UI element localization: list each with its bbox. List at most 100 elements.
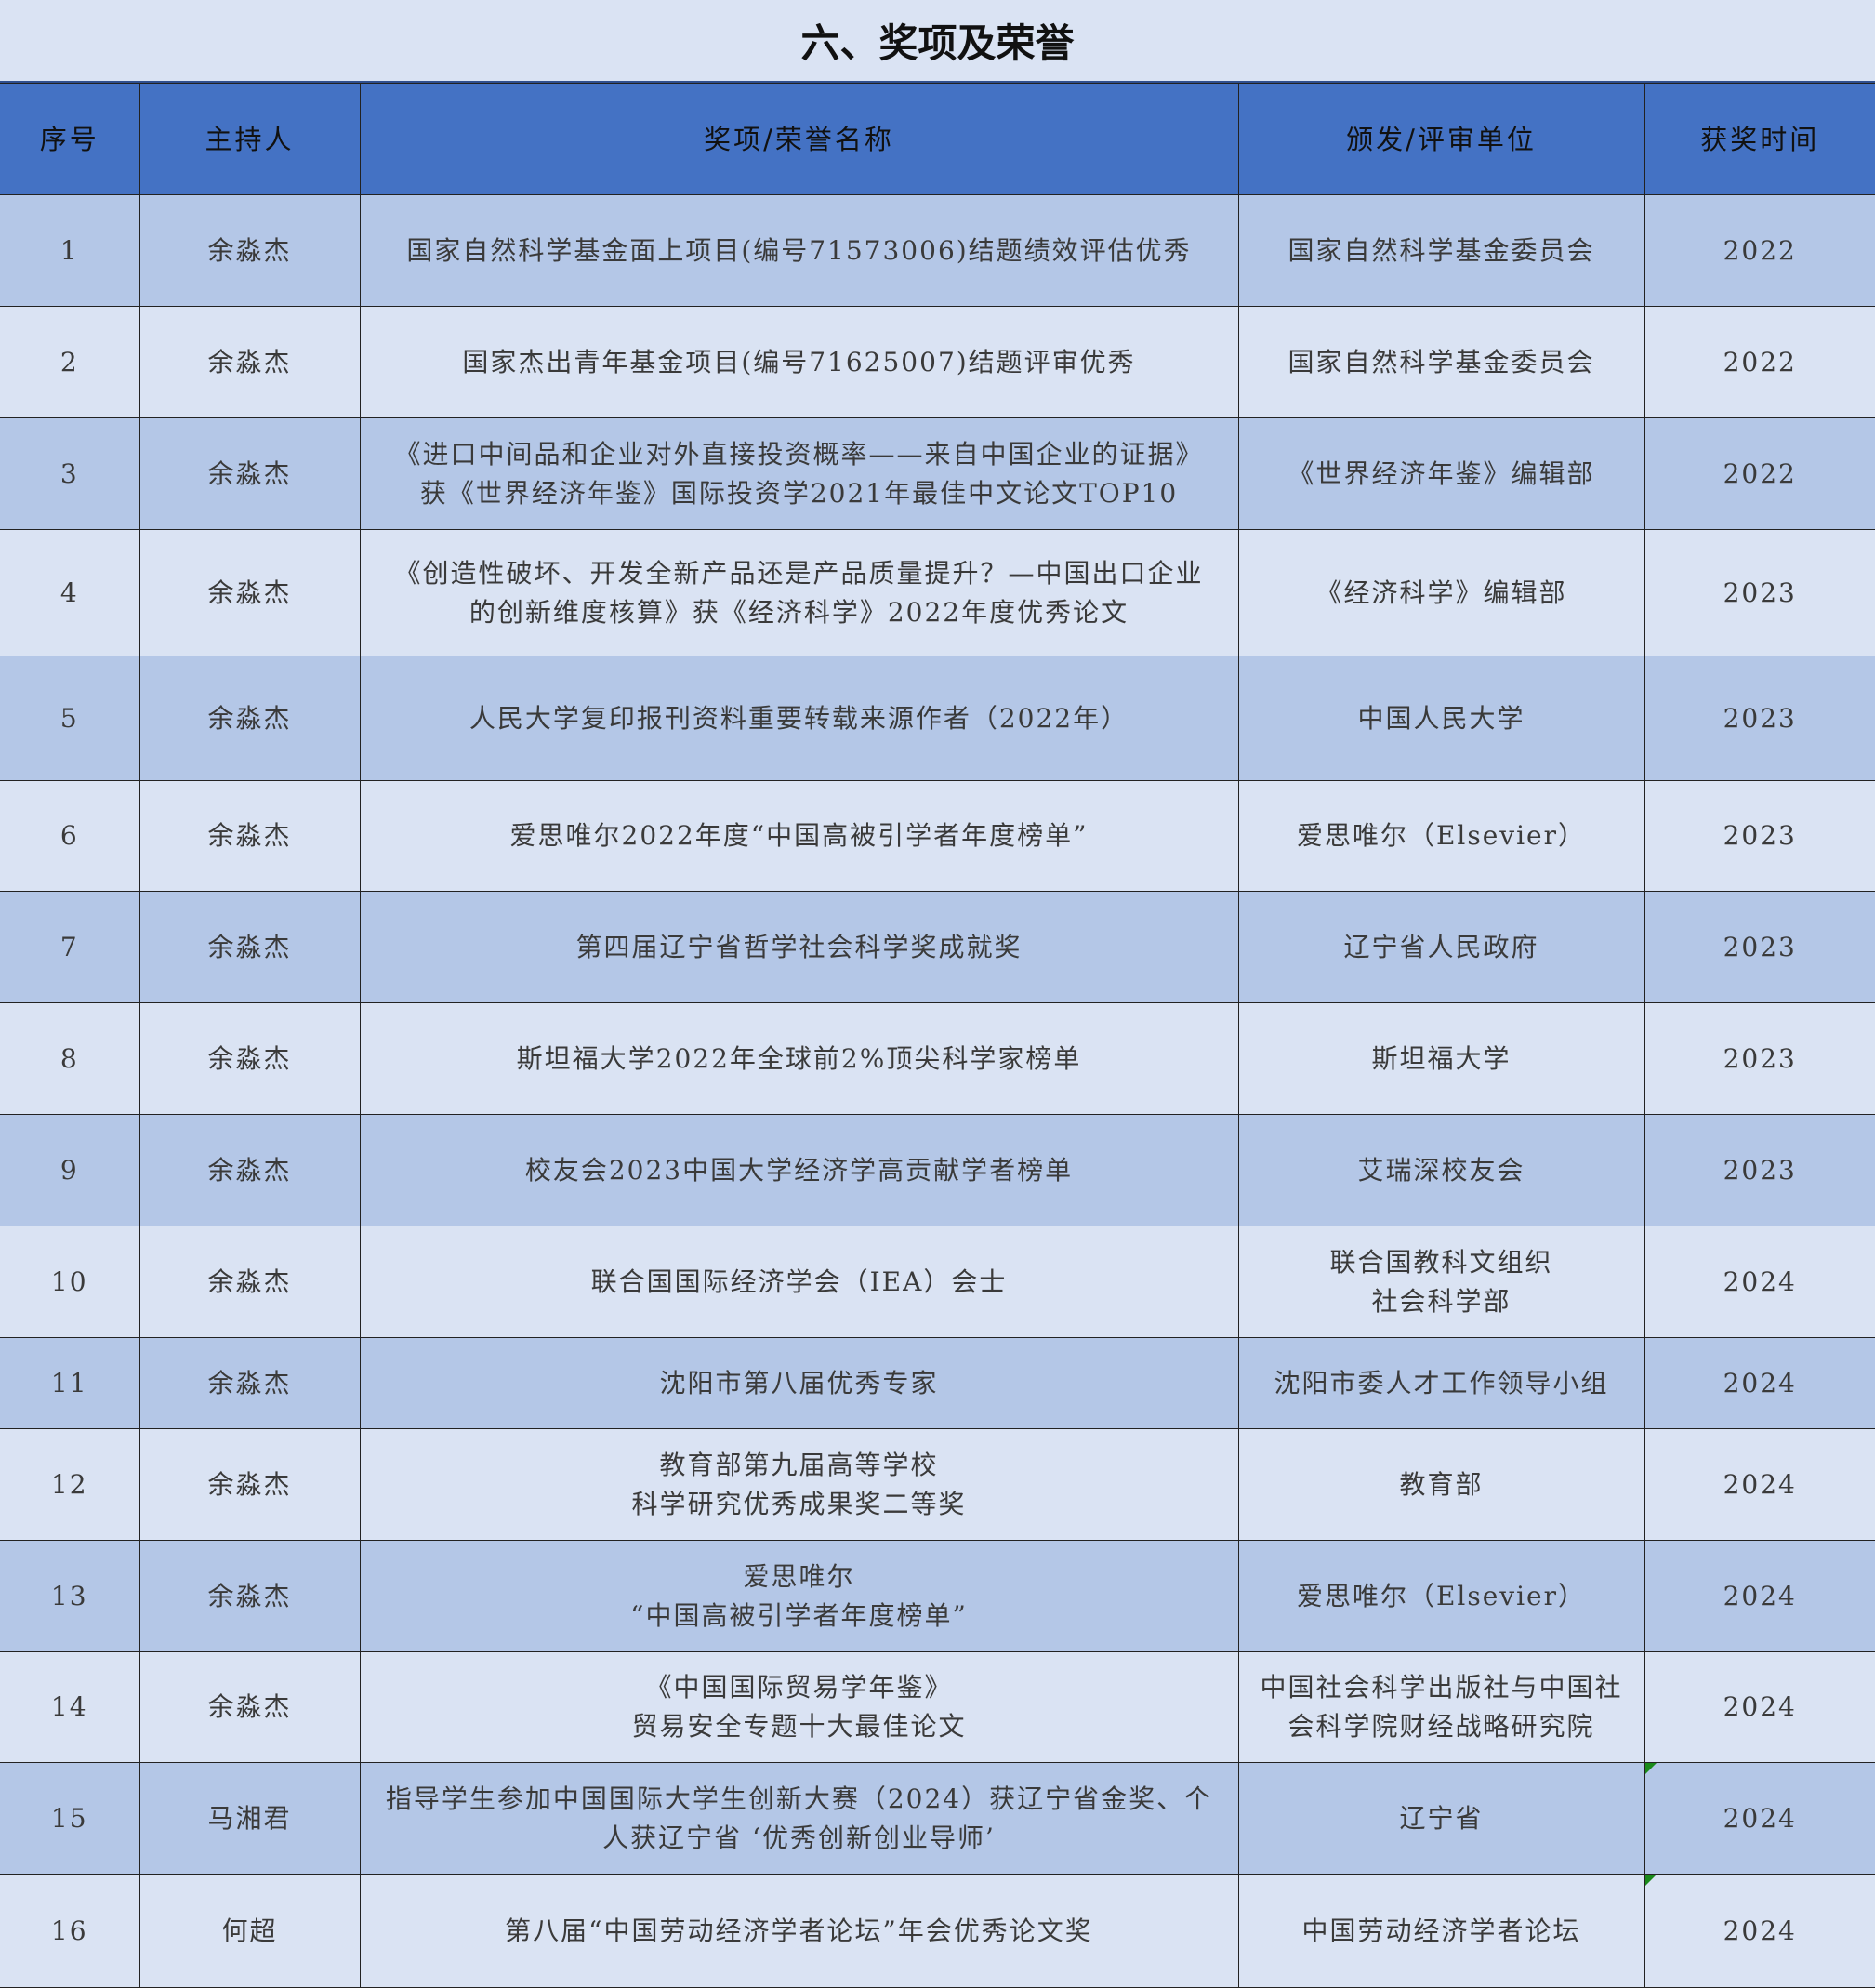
col-header-no: 序号 [0, 83, 140, 195]
cell-issuer: 沈阳市委人才工作领导小组 [1237, 1337, 1645, 1429]
cell-no: 9 [0, 1114, 140, 1226]
cell-issuer: 国家自然科学基金委员会 [1237, 306, 1645, 418]
table-row: 3 余淼杰 《进口中间品和企业对外直接投资概率——来自中国企业的证据》 获《世界经济… [0, 417, 1875, 530]
cell-no: 5 [0, 656, 140, 781]
cell-issuer: 中国劳动经济学者论坛 [1237, 1874, 1645, 1988]
cell-year: 2022 [1644, 194, 1875, 307]
cell-year: 2022 [1644, 417, 1875, 530]
cell-year: 2022 [1644, 306, 1875, 418]
cell-host: 余淼杰 [139, 194, 361, 307]
cell-host: 余淼杰 [139, 529, 361, 656]
cell-award: 人民大学复印报刊资料重要转载来源作者（2022年） [359, 656, 1239, 781]
cell-award: 斯坦福大学2022年全球前2%顶尖科学家榜单 [359, 1002, 1239, 1115]
cell-no: 8 [0, 1002, 140, 1115]
cell-host: 余淼杰 [139, 417, 361, 530]
cell-no: 12 [0, 1428, 140, 1541]
cell-host: 余淼杰 [139, 1651, 361, 1763]
cell-award: 国家杰出青年基金项目(编号71625007)结题评审优秀 [359, 306, 1239, 418]
cell-award: 第八届“中国劳动经济学者论坛”年会优秀论文奖 [359, 1874, 1239, 1988]
cell-host: 何超 [139, 1874, 361, 1988]
cell-no: 7 [0, 891, 140, 1003]
cell-no: 4 [0, 529, 140, 656]
table-row: 7 余淼杰 第四届辽宁省哲学社会科学奖成就奖 辽宁省人民政府 2023 [0, 891, 1875, 1003]
cell-issuer: 爱思唯尔（Elsevier） [1237, 780, 1645, 892]
cell-no: 16 [0, 1874, 140, 1988]
cell-host: 余淼杰 [139, 1428, 361, 1541]
cell-award: 沈阳市第八届优秀专家 [359, 1337, 1239, 1429]
cell-no: 6 [0, 780, 140, 892]
cell-award: 指导学生参加中国国际大学生创新大赛（2024）获辽宁省金奖、个 人获辽宁省 ‘优… [359, 1762, 1239, 1875]
cell-award: 校友会2023中国大学经济学高贡献学者榜单 [359, 1114, 1239, 1226]
cell-issuer: 辽宁省人民政府 [1237, 891, 1645, 1003]
cell-year: 2023 [1644, 656, 1875, 781]
table-row: 5 余淼杰 人民大学复印报刊资料重要转载来源作者（2022年） 中国人民大学 2023 [0, 656, 1875, 781]
cell-issuer: 联合国教科文组织 社会科学部 [1237, 1226, 1645, 1338]
cell-award: 《进口中间品和企业对外直接投资概率——来自中国企业的证据》 获《世界经济年鉴》国… [359, 417, 1239, 530]
cell-host: 余淼杰 [139, 656, 361, 781]
cell-year: 2024 [1644, 1540, 1875, 1652]
cell-no: 14 [0, 1651, 140, 1763]
cell-award: 爱思唯尔2022年度“中国高被引学者年度榜单” [359, 780, 1239, 892]
cell-year: 2024 [1644, 1337, 1875, 1429]
cell-host: 余淼杰 [139, 1226, 361, 1338]
table-row: 4 余淼杰 《创造性破坏、开发全新产品还是产品质量提升？—中国出口企业 的创新维度核… [0, 529, 1875, 656]
table-row: 6 余淼杰 爱思唯尔2022年度“中国高被引学者年度榜单” 爱思唯尔（Elsevier… [0, 780, 1875, 892]
cell-host: 余淼杰 [139, 306, 361, 418]
cell-year: 2024 [1644, 1762, 1875, 1875]
awards-table: 序号 主持人 奖项/荣誉名称 颁发/评审单位 获奖时间 1 余淼杰 国家自然科学基金… [0, 83, 1875, 1988]
header-row: 序号 主持人 奖项/荣誉名称 颁发/评审单位 获奖时间 [0, 83, 1875, 195]
table-row: 15 马湘君 指导学生参加中国国际大学生创新大赛（2024）获辽宁省金奖、个 人获辽… [0, 1762, 1875, 1875]
col-header-host: 主持人 [139, 83, 361, 195]
table-row: 11 余淼杰 沈阳市第八届优秀专家 沈阳市委人才工作领导小组 2024 [0, 1337, 1875, 1429]
table-row: 9 余淼杰 校友会2023中国大学经济学高贡献学者榜单 艾瑞深校友会 2023 [0, 1114, 1875, 1226]
cell-year: 2023 [1644, 1114, 1875, 1226]
cell-no: 3 [0, 417, 140, 530]
cell-issuer: 《世界经济年鉴》编辑部 [1237, 417, 1645, 530]
cell-year: 2024 [1644, 1226, 1875, 1338]
cell-host: 余淼杰 [139, 780, 361, 892]
cell-year: 2023 [1644, 891, 1875, 1003]
cell-host: 余淼杰 [139, 1114, 361, 1226]
cell-award: 联合国国际经济学会（IEA）会士 [359, 1226, 1239, 1338]
cell-award: 《创造性破坏、开发全新产品还是产品质量提升？—中国出口企业 的创新维度核算》获《… [359, 529, 1239, 656]
cell-award: 爱思唯尔 “中国高被引学者年度榜单” [359, 1540, 1239, 1652]
col-header-award: 奖项/荣誉名称 [359, 83, 1239, 195]
cell-year: 2023 [1644, 529, 1875, 656]
cell-year: 2024 [1644, 1874, 1875, 1988]
cell-no: 1 [0, 194, 140, 307]
page-title: 六、奖项及荣誉 [0, 0, 1875, 83]
table-row: 8 余淼杰 斯坦福大学2022年全球前2%顶尖科学家榜单 斯坦福大学 2023 [0, 1002, 1875, 1115]
cell-issuer: 斯坦福大学 [1237, 1002, 1645, 1115]
cell-issuer: 中国社会科学出版社与中国社 会科学院财经战略研究院 [1237, 1651, 1645, 1763]
table-row: 13 余淼杰 爱思唯尔 “中国高被引学者年度榜单” 爱思唯尔（Elsevier） 202… [0, 1540, 1875, 1652]
cell-no: 11 [0, 1337, 140, 1429]
table-row: 14 余淼杰 《中国国际贸易学年鉴》 贸易安全专题十大最佳论文 中国社会科学出版社与中… [0, 1651, 1875, 1763]
cell-year: 2024 [1644, 1651, 1875, 1763]
cell-host: 余淼杰 [139, 891, 361, 1003]
cell-no: 15 [0, 1762, 140, 1875]
cell-issuer: 教育部 [1237, 1428, 1645, 1541]
cell-issuer: 爱思唯尔（Elsevier） [1237, 1540, 1645, 1652]
cell-issuer: 中国人民大学 [1237, 656, 1645, 781]
cell-issuer: 《经济科学》编辑部 [1237, 529, 1645, 656]
cell-host: 余淼杰 [139, 1337, 361, 1429]
cell-issuer: 艾瑞深校友会 [1237, 1114, 1645, 1226]
table-row: 2 余淼杰 国家杰出青年基金项目(编号71625007)结题评审优秀 国家自然科学基金… [0, 306, 1875, 418]
cell-award: 第四届辽宁省哲学社会科学奖成就奖 [359, 891, 1239, 1003]
cell-host: 余淼杰 [139, 1002, 361, 1115]
cell-no: 13 [0, 1540, 140, 1652]
table-row: 12 余淼杰 教育部第九届高等学校 科学研究优秀成果奖二等奖 教育部 2024 [0, 1428, 1875, 1541]
cell-no: 10 [0, 1226, 140, 1338]
cell-issuer: 辽宁省 [1237, 1762, 1645, 1875]
table-row: 16 何超 第八届“中国劳动经济学者论坛”年会优秀论文奖 中国劳动经济学者论坛 2024 [0, 1874, 1875, 1988]
cell-award: 国家自然科学基金面上项目(编号71573006)结题绩效评估优秀 [359, 194, 1239, 307]
cell-award: 《中国国际贸易学年鉴》 贸易安全专题十大最佳论文 [359, 1651, 1239, 1763]
cell-host: 余淼杰 [139, 1540, 361, 1652]
cell-host: 马湘君 [139, 1762, 361, 1875]
table-row: 1 余淼杰 国家自然科学基金面上项目(编号71573006)结题绩效评估优秀 国家自然… [0, 194, 1875, 307]
table-row: 10 余淼杰 联合国国际经济学会（IEA）会士 联合国教科文组织 社会科学部 2024 [0, 1226, 1875, 1338]
cell-year: 2023 [1644, 1002, 1875, 1115]
cell-year: 2023 [1644, 780, 1875, 892]
cell-year: 2024 [1644, 1428, 1875, 1541]
cell-award: 教育部第九届高等学校 科学研究优秀成果奖二等奖 [359, 1428, 1239, 1541]
